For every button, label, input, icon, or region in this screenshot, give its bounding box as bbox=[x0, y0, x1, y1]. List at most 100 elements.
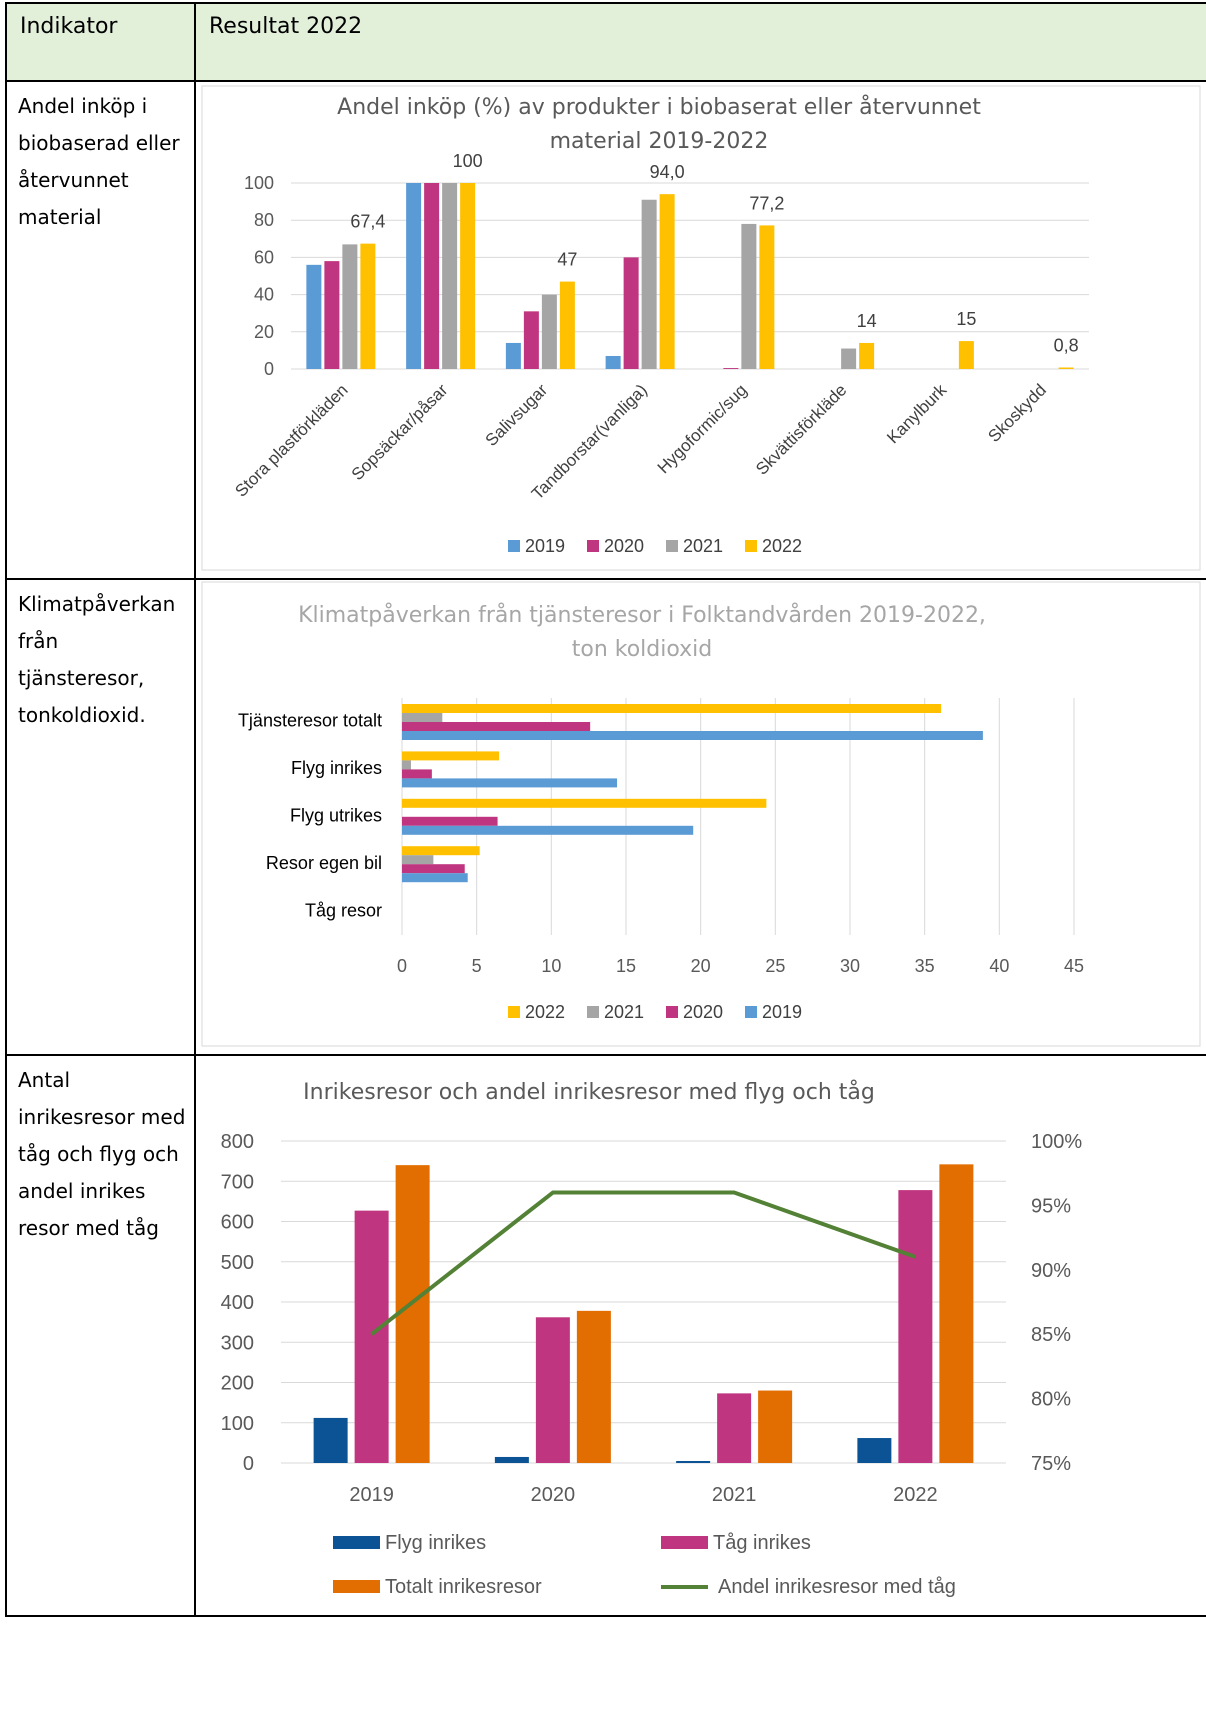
legend-label: 2020 bbox=[683, 1002, 723, 1022]
label-line: Klimatpåverkan bbox=[18, 592, 176, 616]
bar bbox=[758, 1390, 793, 1463]
bar bbox=[723, 368, 739, 369]
y-tick-label: 400 bbox=[221, 1292, 254, 1314]
bar bbox=[857, 1438, 892, 1463]
bar bbox=[1058, 367, 1074, 369]
legend-label: Totalt inrikesresor bbox=[385, 1576, 542, 1598]
bar bbox=[402, 751, 500, 761]
table-row: Andel inköp i biobaserad eller återvunne… bbox=[5, 80, 1206, 580]
header-resultat: Resultat 2022 bbox=[194, 2, 1206, 82]
legend-swatch bbox=[333, 1536, 380, 1549]
bar bbox=[494, 1456, 529, 1463]
label-line: material bbox=[18, 205, 102, 229]
y2-tick-label: 95% bbox=[1031, 1195, 1071, 1217]
bar bbox=[324, 261, 340, 369]
climate-hbar-chart: Klimatpåverkan från tjänsteresor i Folkt… bbox=[201, 581, 1201, 1047]
row-label-biobased: Andel inköp i biobaserad eller återvunne… bbox=[5, 80, 196, 580]
y2-tick-label: 75% bbox=[1031, 1453, 1071, 1475]
x-tick-label: 45 bbox=[1064, 956, 1084, 976]
x-tick-label: 15 bbox=[616, 956, 636, 976]
bar bbox=[360, 243, 376, 369]
bar bbox=[958, 341, 974, 369]
x-tick-label: 2022 bbox=[893, 1484, 938, 1506]
bar bbox=[559, 281, 575, 369]
bar bbox=[402, 864, 465, 874]
label-line: resor med tåg bbox=[18, 1216, 159, 1240]
legend-swatch bbox=[745, 540, 757, 552]
data-label: 94,0 bbox=[650, 162, 685, 182]
bar bbox=[402, 816, 498, 826]
bar bbox=[641, 199, 657, 369]
y-tick-label: 500 bbox=[221, 1252, 254, 1274]
legend-label: Andel inrikesresor med tåg bbox=[718, 1576, 956, 1598]
bar bbox=[313, 1417, 348, 1463]
x-tick-label: 2020 bbox=[531, 1484, 576, 1506]
legend-label: 2021 bbox=[683, 536, 723, 556]
bar bbox=[659, 194, 675, 369]
data-label: 67,4 bbox=[350, 212, 385, 232]
bar bbox=[354, 1210, 389, 1463]
data-label: 47 bbox=[557, 250, 577, 270]
y-tick-label: 40 bbox=[254, 285, 274, 305]
bar bbox=[402, 825, 694, 835]
label-line: andel inrikes bbox=[18, 1179, 146, 1203]
legend-swatch bbox=[333, 1580, 380, 1593]
legend-label: 2022 bbox=[525, 1002, 565, 1022]
label-line: tåg och flyg och bbox=[18, 1142, 179, 1166]
bar bbox=[505, 342, 521, 369]
row-label-climate: Klimatpåverkan från tjänsteresor, tonkol… bbox=[5, 578, 196, 1056]
bar bbox=[623, 257, 639, 369]
travel-combo-chart: Inrikesresor och andel inrikesresor med … bbox=[221, 1079, 1083, 1598]
line-series bbox=[370, 1190, 917, 1336]
data-label: 14 bbox=[857, 311, 877, 331]
legend-swatch bbox=[666, 1006, 678, 1018]
label-line: från tjänsteresor, bbox=[18, 629, 145, 690]
x-tick-label: 0 bbox=[397, 956, 407, 976]
bar bbox=[898, 1190, 933, 1463]
bar bbox=[402, 722, 591, 731]
table-row: Antal inrikesresor med tåg och flyg och … bbox=[5, 1054, 1206, 1617]
bar bbox=[402, 798, 767, 808]
y-tick-label: 700 bbox=[221, 1171, 254, 1193]
bar bbox=[523, 311, 539, 369]
y-tick-label: 60 bbox=[254, 247, 274, 267]
bar bbox=[460, 183, 476, 369]
y-tick-label: 300 bbox=[221, 1332, 254, 1354]
legend-swatch bbox=[745, 1006, 757, 1018]
y-tick-label: 0 bbox=[243, 1453, 254, 1475]
bar bbox=[402, 855, 434, 865]
y-tick-label: 20 bbox=[254, 322, 274, 342]
bar bbox=[402, 846, 480, 856]
x-tick-label: 2019 bbox=[349, 1484, 394, 1506]
chart-cell-biobased: Andel inköp (%) av produkter i biobasera… bbox=[194, 80, 1206, 580]
x-tick-label: 20 bbox=[691, 956, 711, 976]
bar bbox=[541, 294, 557, 369]
y-tick-label: Tjänsteresor totalt bbox=[238, 711, 382, 731]
x-tick-label: 2021 bbox=[712, 1484, 757, 1506]
data-label: 100 bbox=[453, 151, 483, 171]
legend-swatch bbox=[587, 540, 599, 552]
label-line: biobaserad eller bbox=[18, 131, 180, 155]
data-label: 0,8 bbox=[1054, 336, 1079, 356]
label-line: inrikesresor med bbox=[18, 1105, 186, 1129]
legend-label: 2020 bbox=[604, 536, 644, 556]
legend-label: Flyg inrikes bbox=[385, 1532, 486, 1554]
bar bbox=[402, 873, 468, 883]
bar bbox=[859, 342, 875, 369]
chart-title: ton koldioxid bbox=[572, 637, 713, 662]
label-line: tonkoldioxid. bbox=[18, 703, 146, 727]
y2-tick-label: 85% bbox=[1031, 1324, 1071, 1346]
bar bbox=[442, 183, 458, 369]
label-line: Antal bbox=[18, 1068, 71, 1092]
data-label: 15 bbox=[956, 309, 976, 329]
y-tick-label: 80 bbox=[254, 210, 274, 230]
bar bbox=[717, 1393, 752, 1463]
bar bbox=[342, 244, 358, 369]
label-line: återvunnet bbox=[18, 168, 129, 192]
legend-label: 2019 bbox=[525, 536, 565, 556]
chart-title: Inrikesresor och andel inrikesresor med … bbox=[303, 1079, 875, 1105]
biobased-bar-chart: Andel inköp (%) av produkter i biobasera… bbox=[201, 85, 1201, 571]
y-tick-label: Flyg utrikes bbox=[290, 806, 382, 826]
bar bbox=[402, 731, 983, 740]
